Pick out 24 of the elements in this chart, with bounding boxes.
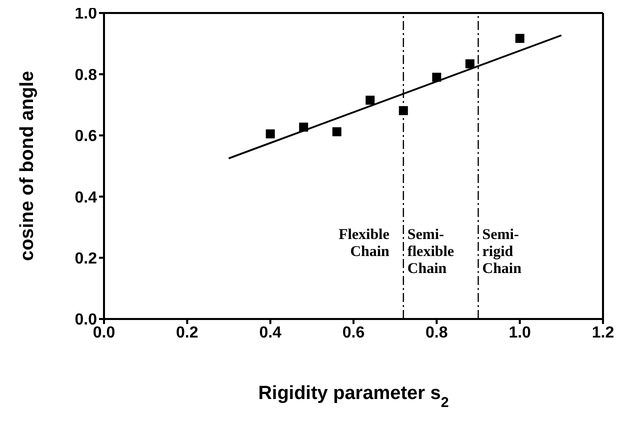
point	[332, 127, 342, 136]
y-tick-label: 0.6	[74, 128, 98, 146]
x-tick-label: 1.0	[508, 324, 532, 342]
x-tick-label: 0.2	[176, 324, 198, 342]
y-axis-title: cosine of bond angle	[17, 70, 38, 262]
point	[465, 59, 474, 68]
y-tick-label: 0.4	[74, 189, 98, 206]
y-tick-label: 0.8	[74, 66, 98, 84]
x-tick-label: 1.2	[592, 324, 614, 342]
point	[366, 96, 375, 105]
point	[266, 129, 275, 138]
x-tick-label: 0.4	[259, 324, 282, 342]
point	[432, 72, 442, 82]
annotation: Semi-rigid Chain	[482, 227, 522, 277]
point	[299, 122, 308, 132]
x-axis-title: Rigidity parameter s$_{2}$	[258, 383, 449, 411]
annotation: Semi-flexible Chain	[407, 227, 454, 277]
x-tick-label: 0.8	[426, 324, 448, 342]
x-tick-label: 0.0	[92, 324, 116, 342]
y-tick-label: 0.2	[74, 250, 98, 268]
annotation: Flexible Chain	[338, 227, 390, 260]
x-tick-label: 0.6	[342, 324, 365, 342]
point	[398, 106, 408, 116]
point	[515, 34, 524, 43]
